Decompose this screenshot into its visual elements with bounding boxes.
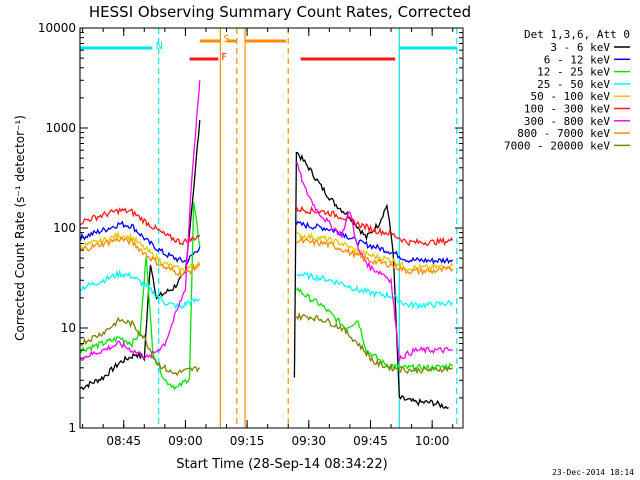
flag-n-label: N (156, 41, 163, 52)
y-axis-label: Corrected Count Rate (s⁻¹ detector⁻¹) (13, 115, 27, 341)
y-tick-label-10: 10 (61, 321, 76, 335)
series-50-100-kev-line-2 (296, 232, 454, 272)
legend-label-300-800-kev: 300 - 800 keV (524, 115, 610, 128)
legend-label-50-100-kev: 50 - 100 keV (531, 90, 611, 103)
legend-label-25-50-kev: 25 - 50 keV (537, 78, 610, 91)
footer-timestamp: 23-Dec-2014 18:14 (552, 468, 634, 477)
y-tick-label-100: 100 (53, 221, 76, 235)
series-12-25-kev-line-1 (79, 201, 201, 391)
series-7000-20000-kev-line-1 (79, 316, 201, 377)
series-7000-20000-kev-line-2 (295, 311, 453, 375)
plot-area: N FS (79, 28, 458, 428)
series-300-800-kev-line-2 (295, 161, 453, 362)
chart-title: HESSI Observing Summary Count Rates, Cor… (89, 3, 471, 21)
legend-title: Det 1,3,6, Att 0 (524, 28, 630, 41)
series-3-6-kev-line-1 (80, 120, 201, 391)
legend-label-800-7000-kev: 800 - 7000 keV (517, 127, 610, 140)
legend-label-7000-20000-kev: 7000 - 20000 keV (504, 139, 610, 152)
x-tick-label-0900: 09:00 (168, 434, 203, 448)
series-6-12-kev-line-2 (295, 220, 454, 265)
series-100-300-kev-line-2 (295, 205, 454, 247)
axes: 1 10 100 1000 10000 08:45 09:00 09:15 09:30 09:45… (38, 21, 464, 448)
series-6-12-kev-line-1 (79, 220, 201, 265)
x-axis-label: Start Time (28-Sep-14 08:34:22) (176, 457, 387, 472)
series-800-7000-kev-line-1 (80, 236, 201, 279)
y-tick-label-1000: 1000 (45, 121, 76, 135)
series-3-6-kev-line-2 (293, 151, 449, 410)
flag-f-label: F (221, 52, 227, 63)
y-tick-label-10000: 10000 (38, 21, 76, 35)
series-25-50-kev-line-1 (79, 269, 200, 311)
series-12-25-kev-line-2 (295, 286, 454, 372)
flag-s-label: S (223, 34, 229, 45)
series-300-800-kev-line-1 (80, 80, 201, 361)
legend-label-12-25-kev: 12 - 25 keV (537, 66, 610, 79)
y-tick-label-1: 1 (68, 421, 76, 435)
plot-frame (79, 27, 464, 429)
x-tick-label-0845: 08:45 (106, 434, 141, 448)
x-tick-label-0945: 09:45 (353, 434, 388, 448)
series-800-7000-kev-line-2 (295, 237, 454, 277)
series-100-300-kev-line-1 (80, 207, 201, 246)
legend-label-100-300-kev: 100 - 300 keV (524, 103, 610, 116)
x-tick-label-0930: 09:30 (291, 434, 326, 448)
legend-label-3-6-kev: 3 - 6 keV (550, 41, 610, 54)
x-tick-label-0915: 09:15 (230, 434, 265, 448)
legend-label-6-12-kev: 6 - 12 keV (544, 53, 611, 66)
x-tick-label-1000: 10:00 (415, 434, 450, 448)
series-50-100-kev-line-1 (79, 230, 200, 275)
series-25-50-kev-line-2 (296, 271, 454, 310)
